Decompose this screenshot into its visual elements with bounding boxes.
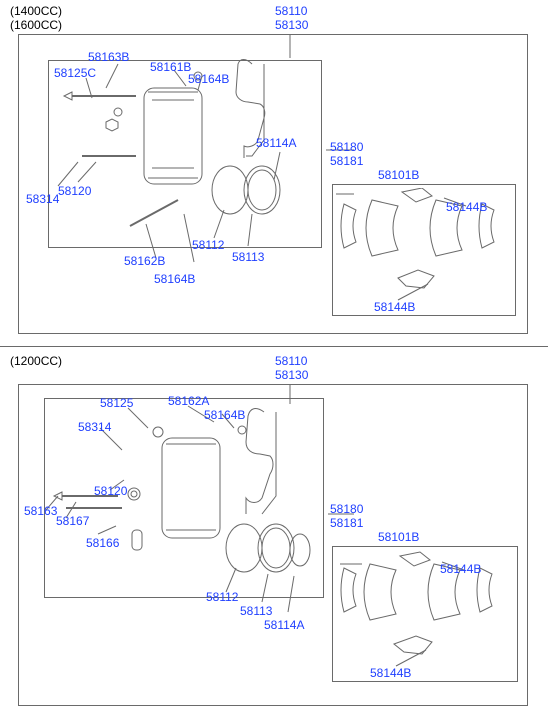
lbl-58164B-bot[interactable]: 58164B (154, 272, 195, 286)
lbl-58314[interactable]: 58314 (26, 192, 59, 206)
lbl-b-58125[interactable]: 58125 (100, 396, 133, 410)
lbl-58120[interactable]: 58120 (58, 184, 91, 198)
inner-box-top-left (48, 60, 322, 248)
lbl-b-58120[interactable]: 58120 (94, 484, 127, 498)
lbl-58164B-top[interactable]: 58164B (188, 72, 229, 86)
lbl-58101B[interactable]: 58101B (378, 168, 419, 182)
lbl-58162B[interactable]: 58162B (124, 254, 165, 268)
lbl-b-58101B[interactable]: 58101B (378, 530, 419, 544)
lbl-58144B-r[interactable]: 58144B (446, 200, 487, 214)
lbl-58144B-bot[interactable]: 58144B (374, 300, 415, 314)
label-58130-bot[interactable]: 58130 (275, 368, 308, 382)
lbl-58180[interactable]: 58180 (330, 140, 363, 154)
lbl-58161B[interactable]: 58161B (150, 60, 191, 74)
label-1200cc: (1200CC) (10, 354, 62, 368)
lbl-58181[interactable]: 58181 (330, 154, 363, 168)
inner-box-top-right (332, 184, 516, 316)
lbl-b-58144Br[interactable]: 58144B (440, 562, 481, 576)
lbl-b-58181[interactable]: 58181 (330, 516, 363, 530)
label-58110-bot[interactable]: 58110 (275, 354, 307, 368)
label-1600cc: (1600CC) (10, 18, 62, 32)
diagram-root: (1400CC) (1600CC) 58110 58130 (0, 0, 548, 727)
inner-box-bot-right (332, 546, 518, 682)
label-58110-top[interactable]: 58110 (275, 4, 307, 18)
lbl-58113[interactable]: 58113 (232, 250, 264, 264)
lbl-b-58163[interactable]: 58163 (24, 504, 57, 518)
lbl-b-58166[interactable]: 58166 (86, 536, 119, 550)
lbl-b-58164B[interactable]: 58164B (204, 408, 245, 422)
lbl-b-58144Bb[interactable]: 58144B (370, 666, 411, 680)
section-divider (0, 346, 548, 347)
label-1400cc: (1400CC) (10, 4, 62, 18)
lbl-b-58180[interactable]: 58180 (330, 502, 363, 516)
lbl-58125C[interactable]: 58125C (54, 66, 96, 80)
lbl-b-58113[interactable]: 58113 (240, 604, 272, 618)
lbl-58163B[interactable]: 58163B (88, 50, 129, 64)
lbl-b-58114A[interactable]: 58114A (264, 618, 304, 632)
lbl-b-58167[interactable]: 58167 (56, 514, 89, 528)
lbl-58114A[interactable]: 58114A (256, 136, 296, 150)
lbl-b-58112[interactable]: 58112 (206, 590, 238, 604)
lbl-58112[interactable]: 58112 (192, 238, 224, 252)
lbl-b-58162A[interactable]: 58162A (168, 394, 209, 408)
lbl-b-58314[interactable]: 58314 (78, 420, 111, 434)
label-58130-top[interactable]: 58130 (275, 18, 308, 32)
